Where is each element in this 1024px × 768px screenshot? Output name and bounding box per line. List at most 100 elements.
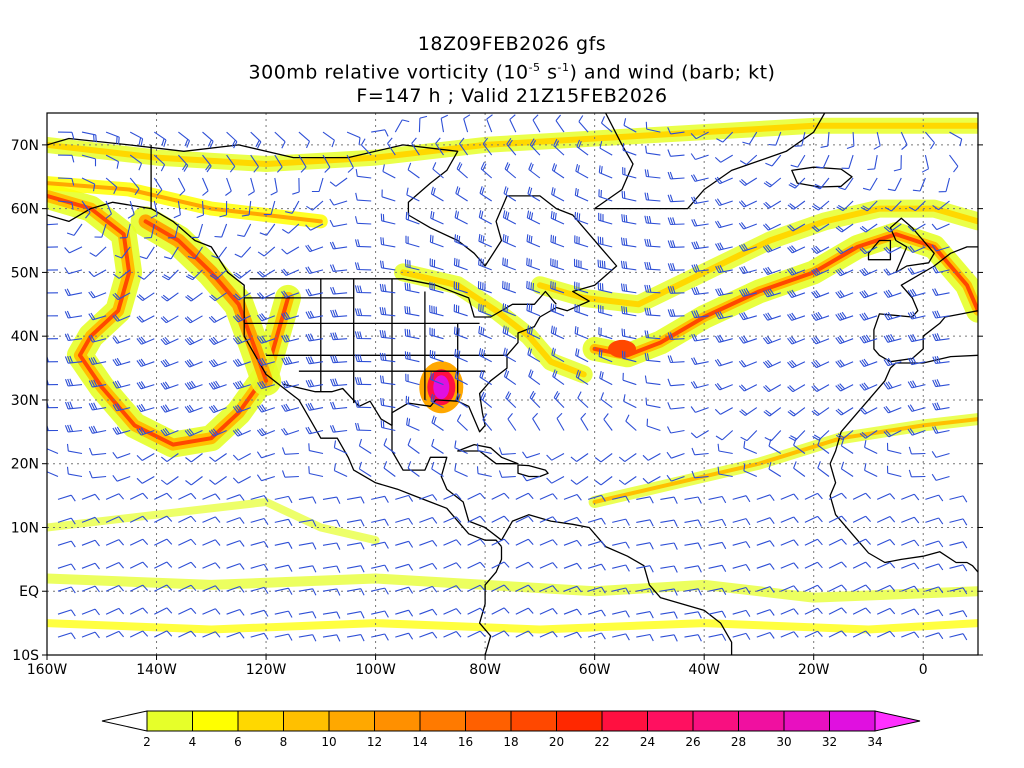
wind-barb <box>504 162 517 179</box>
wind-barb <box>690 381 709 389</box>
wind-barb <box>443 516 462 523</box>
wind-barb <box>274 131 286 149</box>
wind-barb <box>443 493 462 500</box>
wind-barb <box>154 607 173 615</box>
wind-barb <box>787 267 806 276</box>
wind-barb <box>738 243 757 252</box>
wind-barb <box>732 586 751 594</box>
wind-barb <box>467 515 486 523</box>
jet-streak-blob <box>608 339 637 358</box>
wind-barb <box>598 165 613 179</box>
wind-barb <box>330 332 348 341</box>
wind-barb <box>644 169 661 179</box>
wind-barb <box>949 131 963 147</box>
wind-barb <box>411 137 420 156</box>
wind-barb <box>274 610 293 618</box>
wind-barb <box>292 177 300 195</box>
wind-barb <box>860 200 878 212</box>
coast-south-america-west <box>478 546 503 655</box>
wind-barb <box>732 518 751 526</box>
wind-barb <box>463 114 471 133</box>
wind-barb <box>419 516 438 524</box>
wind-barb <box>354 308 372 317</box>
wind-barb <box>346 565 365 573</box>
wind-barb <box>660 542 678 550</box>
lon-tick-label: 140W <box>136 662 177 678</box>
wind-barb <box>539 562 558 569</box>
wind-barb <box>660 519 678 527</box>
wind-barb <box>81 177 96 192</box>
wind-barb <box>81 539 100 547</box>
wind-barb <box>835 223 854 233</box>
colorbar-label: 8 <box>280 735 288 749</box>
wind-barb <box>949 610 968 618</box>
wind-barb <box>835 407 854 416</box>
wind-barb <box>47 423 59 432</box>
wind-barb <box>482 137 493 156</box>
wind-barb <box>405 235 420 248</box>
wind-barb <box>835 335 854 345</box>
wind-barb <box>883 334 902 343</box>
wind-barb <box>202 131 214 149</box>
lat-tick-label: 10S <box>12 648 39 664</box>
wind-barb <box>738 360 758 368</box>
wind-barb <box>419 562 438 570</box>
wind-barb <box>820 132 830 148</box>
wind-barb <box>667 217 685 226</box>
wind-barb <box>257 357 275 367</box>
wind-barb <box>645 145 661 156</box>
wind-barb <box>478 348 492 363</box>
wind-barb <box>64 333 83 342</box>
wind-barb <box>532 412 541 431</box>
wind-barb <box>907 245 926 254</box>
wind-barb <box>322 542 341 550</box>
wind-barb <box>322 154 331 173</box>
wind-barb <box>900 131 908 151</box>
wind-barb <box>347 542 365 550</box>
wind-barb <box>379 283 396 294</box>
wind-barb <box>404 328 420 340</box>
wind-barb <box>202 516 221 523</box>
wind-barb <box>66 223 83 236</box>
wind-barb <box>88 447 107 456</box>
wind-barb <box>136 381 155 390</box>
wind-barb <box>788 177 806 189</box>
wind-barb <box>691 333 709 342</box>
wind-barb <box>502 325 517 340</box>
wind-barb <box>57 563 76 571</box>
lon-tick-label: 160W <box>27 662 68 678</box>
wind-barb <box>636 633 654 642</box>
wind-barb <box>429 234 444 248</box>
wind-barb <box>257 380 275 390</box>
wind-barb <box>247 177 255 196</box>
wind-barb <box>763 200 782 209</box>
wind-barb <box>756 563 775 570</box>
wind-barb <box>308 466 324 478</box>
wind-barb <box>383 461 396 477</box>
wind-barb <box>793 461 806 477</box>
wind-barb <box>305 310 324 319</box>
wind-barb <box>529 390 541 408</box>
wind-barb <box>298 519 317 527</box>
wind-barb <box>667 378 685 387</box>
wind-barb <box>281 312 300 321</box>
wind-barb <box>732 632 751 640</box>
wind-barb <box>811 359 830 369</box>
wind-barb <box>270 177 278 196</box>
wind-barb <box>901 608 920 616</box>
wind-barb <box>828 538 847 546</box>
wind-barb <box>232 428 251 437</box>
wind-barb <box>379 352 396 363</box>
wind-barb <box>714 198 733 207</box>
wind-barb <box>563 516 582 524</box>
wind-barb <box>828 492 847 500</box>
wind-barb <box>787 245 806 254</box>
wind-barb <box>622 142 637 156</box>
wind-barb <box>47 377 59 386</box>
wind-barb <box>828 561 847 569</box>
wind-barb <box>454 348 468 363</box>
wind-barb <box>780 585 799 592</box>
colorbar-label: 6 <box>234 735 242 749</box>
wind-barb <box>526 257 541 271</box>
wind-barb <box>305 356 324 365</box>
